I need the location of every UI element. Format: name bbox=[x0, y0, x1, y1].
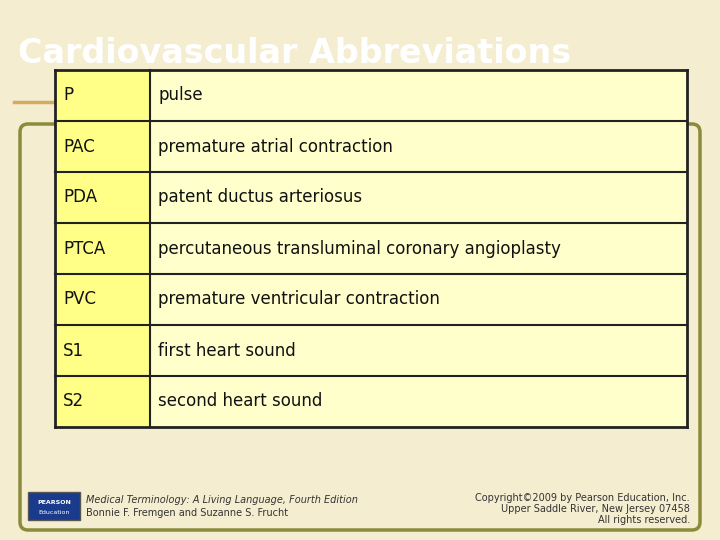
Bar bbox=[55, 274, 150, 325]
Text: All rights reserved.: All rights reserved. bbox=[598, 515, 690, 525]
Text: S2: S2 bbox=[63, 393, 84, 410]
Text: premature atrial contraction: premature atrial contraction bbox=[158, 138, 393, 156]
Text: S1: S1 bbox=[63, 341, 84, 360]
Text: PDA: PDA bbox=[63, 188, 97, 206]
Text: PEARSON: PEARSON bbox=[37, 500, 71, 504]
Text: PTCA: PTCA bbox=[63, 240, 105, 258]
Text: P: P bbox=[63, 86, 73, 105]
Bar bbox=[150, 376, 687, 427]
Text: PVC: PVC bbox=[63, 291, 96, 308]
Bar bbox=[55, 376, 150, 427]
Bar bbox=[55, 172, 150, 223]
Bar bbox=[150, 274, 687, 325]
Text: premature ventricular contraction: premature ventricular contraction bbox=[158, 291, 440, 308]
Text: Copyright©2009 by Pearson Education, Inc.: Copyright©2009 by Pearson Education, Inc… bbox=[475, 493, 690, 503]
Bar bbox=[28, 492, 80, 520]
Text: Bonnie F. Fremgen and Suzanne S. Frucht: Bonnie F. Fremgen and Suzanne S. Frucht bbox=[86, 508, 288, 518]
Text: PAC: PAC bbox=[63, 138, 95, 156]
Bar bbox=[150, 121, 687, 172]
Bar bbox=[55, 70, 150, 121]
Bar bbox=[150, 70, 687, 121]
Text: Medical Terminology: A Living Language, Fourth Edition: Medical Terminology: A Living Language, … bbox=[86, 495, 358, 505]
Text: first heart sound: first heart sound bbox=[158, 341, 296, 360]
Text: Education: Education bbox=[38, 510, 70, 515]
Text: Cardiovascular Abbreviations: Cardiovascular Abbreviations bbox=[18, 37, 571, 70]
Text: Upper Saddle River, New Jersey 07458: Upper Saddle River, New Jersey 07458 bbox=[501, 504, 690, 514]
Bar bbox=[55, 121, 150, 172]
Text: percutaneous transluminal coronary angioplasty: percutaneous transluminal coronary angio… bbox=[158, 240, 561, 258]
Text: pulse: pulse bbox=[158, 86, 202, 105]
Text: second heart sound: second heart sound bbox=[158, 393, 323, 410]
FancyBboxPatch shape bbox=[20, 124, 700, 530]
Bar bbox=[150, 325, 687, 376]
Text: patent ductus arteriosus: patent ductus arteriosus bbox=[158, 188, 362, 206]
Bar bbox=[55, 325, 150, 376]
Bar bbox=[150, 223, 687, 274]
Bar bbox=[150, 172, 687, 223]
Bar bbox=[55, 223, 150, 274]
